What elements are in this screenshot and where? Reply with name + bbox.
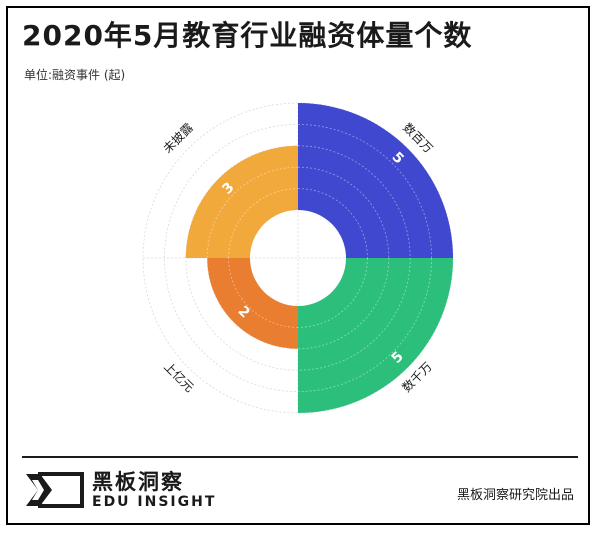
- brand-name-cn: 黑板洞察: [92, 470, 184, 494]
- sector-grid-arc: [297, 124, 432, 259]
- category-label-4: 未披露: [160, 120, 195, 155]
- sector-grid-arc: [297, 257, 368, 328]
- sector-grid-arc: [297, 257, 432, 392]
- rose-sector-3: [207, 258, 298, 349]
- sector-grid-arc: [297, 145, 411, 259]
- category-label-3: 上亿元: [161, 359, 197, 395]
- sector-grid-arc: [297, 188, 368, 259]
- brand-name-en: EDU INSIGHT: [92, 494, 217, 510]
- footer-divider: [22, 456, 578, 458]
- rose-sector-2: [298, 258, 453, 413]
- sector-grid-arc: [228, 257, 299, 328]
- chart-frame: [6, 6, 590, 525]
- rose-sector-1: [298, 103, 453, 258]
- sector-grid-arc: [228, 188, 299, 259]
- unit-label: 单位:融资事件 (起): [24, 68, 126, 82]
- sector-grid-arc: [297, 257, 411, 371]
- credit-text: 黑板洞察研究院出品: [456, 488, 574, 503]
- chart-title: 2020年5月教育行业融资体量个数: [22, 19, 473, 52]
- edu-insight-logo-icon: [26, 472, 84, 508]
- rose-sector-4: [185, 145, 298, 258]
